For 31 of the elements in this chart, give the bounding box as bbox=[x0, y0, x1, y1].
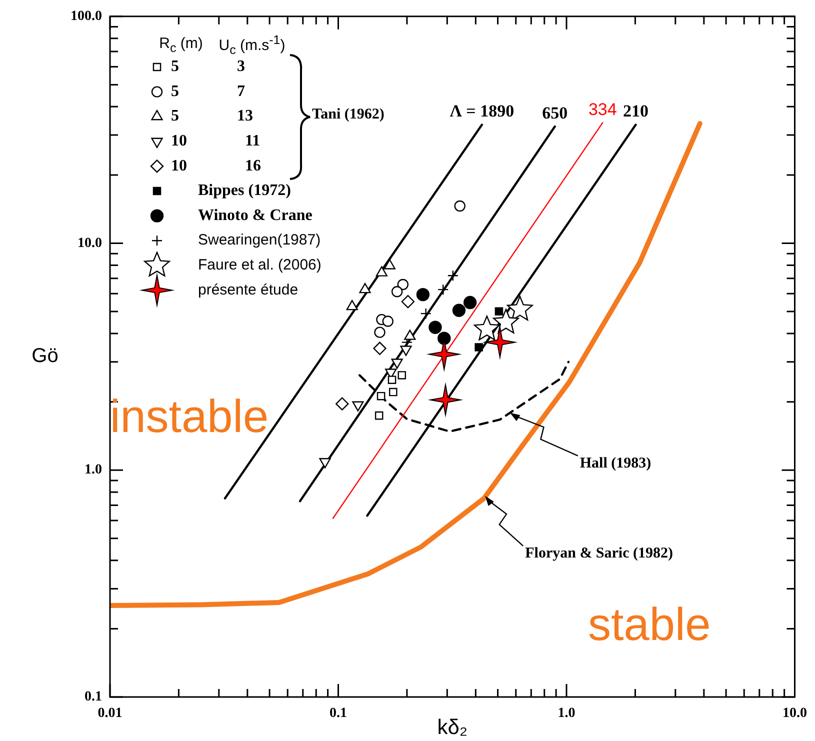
annotation: U$_{c}$ (m.s$^{-1}$) bbox=[218, 33, 286, 57]
annotation: stable bbox=[588, 597, 711, 651]
annotation: R$_{c}$ (m) bbox=[159, 35, 203, 55]
legend-label: Swearingen(1987) bbox=[198, 232, 321, 249]
legend-label: Bippes (1972) bbox=[198, 182, 291, 200]
legend-label: présente étude bbox=[198, 281, 298, 298]
series-label: 210 bbox=[622, 102, 648, 121]
annotation: Hall (1983) bbox=[580, 455, 652, 472]
x-axis-title: kδ₂ bbox=[437, 716, 468, 740]
legend-label: 5 3 bbox=[171, 58, 245, 76]
legend-label: 10 11 bbox=[171, 132, 260, 150]
series-label: 334 bbox=[588, 100, 617, 119]
y-tick-label: 100.0 bbox=[70, 9, 102, 24]
y-tick-label: 1.0 bbox=[84, 462, 102, 478]
y-axis-title: Gö bbox=[32, 345, 58, 368]
legend-label: Winoto & Crane bbox=[198, 206, 312, 224]
annotation: instable bbox=[110, 389, 269, 443]
y-tick-label: 10.0 bbox=[78, 236, 102, 251]
series-label: 650 bbox=[542, 103, 568, 122]
annotation: Floryan & Saric (1982) bbox=[525, 545, 673, 562]
legend-label: 5 13 bbox=[171, 108, 253, 125]
x-tick-label: 0.1 bbox=[330, 706, 347, 722]
y-tick-label: 0.1 bbox=[84, 690, 102, 705]
legend-label: Faure et al. (2006) bbox=[198, 256, 322, 274]
legend-label: 5 7 bbox=[171, 82, 245, 100]
legend-label: 10 16 bbox=[171, 157, 261, 174]
x-tick-label: 1.0 bbox=[558, 706, 576, 722]
x-tick-label: 10.0 bbox=[782, 706, 807, 722]
annotation: Tani (1962) bbox=[312, 106, 384, 124]
series-label: Λ = 1890 bbox=[450, 102, 514, 121]
x-tick-label: 0.01 bbox=[98, 706, 122, 722]
